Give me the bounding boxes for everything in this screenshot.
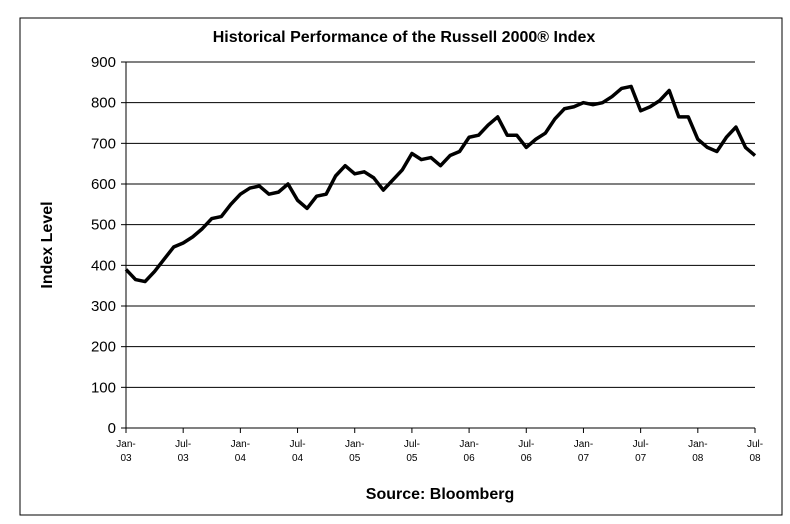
y-tick-label: 600 [91, 176, 116, 193]
y-axis-label: Index Level [39, 201, 56, 288]
y-tick-label: 800 [91, 95, 116, 112]
chart-title: Historical Performance of the Russell 20… [213, 29, 596, 46]
x-tick-label: Jul-06 [518, 439, 534, 464]
x-tick-label: Jan-07 [574, 439, 593, 464]
x-tick-label: Jan-03 [116, 439, 135, 464]
y-tick-label: 500 [91, 217, 116, 234]
x-tick-label: Jan-08 [688, 439, 707, 464]
line-series [124, 84, 757, 284]
y-tick-label: 300 [91, 298, 116, 315]
y-tick-label: 700 [91, 135, 116, 152]
x-tick-label: Jul-04 [289, 439, 305, 464]
y-tick-label: 900 [91, 54, 116, 71]
x-tick-label: Jan-05 [345, 439, 364, 464]
y-tick-label: 100 [91, 379, 116, 396]
x-axis-label: Source: Bloomberg [366, 486, 514, 503]
x-tick-label: Jul-03 [175, 439, 191, 464]
chart-frame [19, 17, 783, 516]
y-tick-label: 200 [91, 339, 116, 356]
x-tick-label: Jul-07 [633, 439, 649, 464]
y-tick-label: 400 [91, 257, 116, 274]
x-tick-label: Jul-08 [747, 439, 763, 464]
x-tick-label: Jan-06 [459, 439, 478, 464]
x-tick-label: Jan-04 [231, 439, 250, 464]
x-tick-label: Jul-05 [404, 439, 420, 464]
y-tick-label: 0 [108, 420, 116, 437]
